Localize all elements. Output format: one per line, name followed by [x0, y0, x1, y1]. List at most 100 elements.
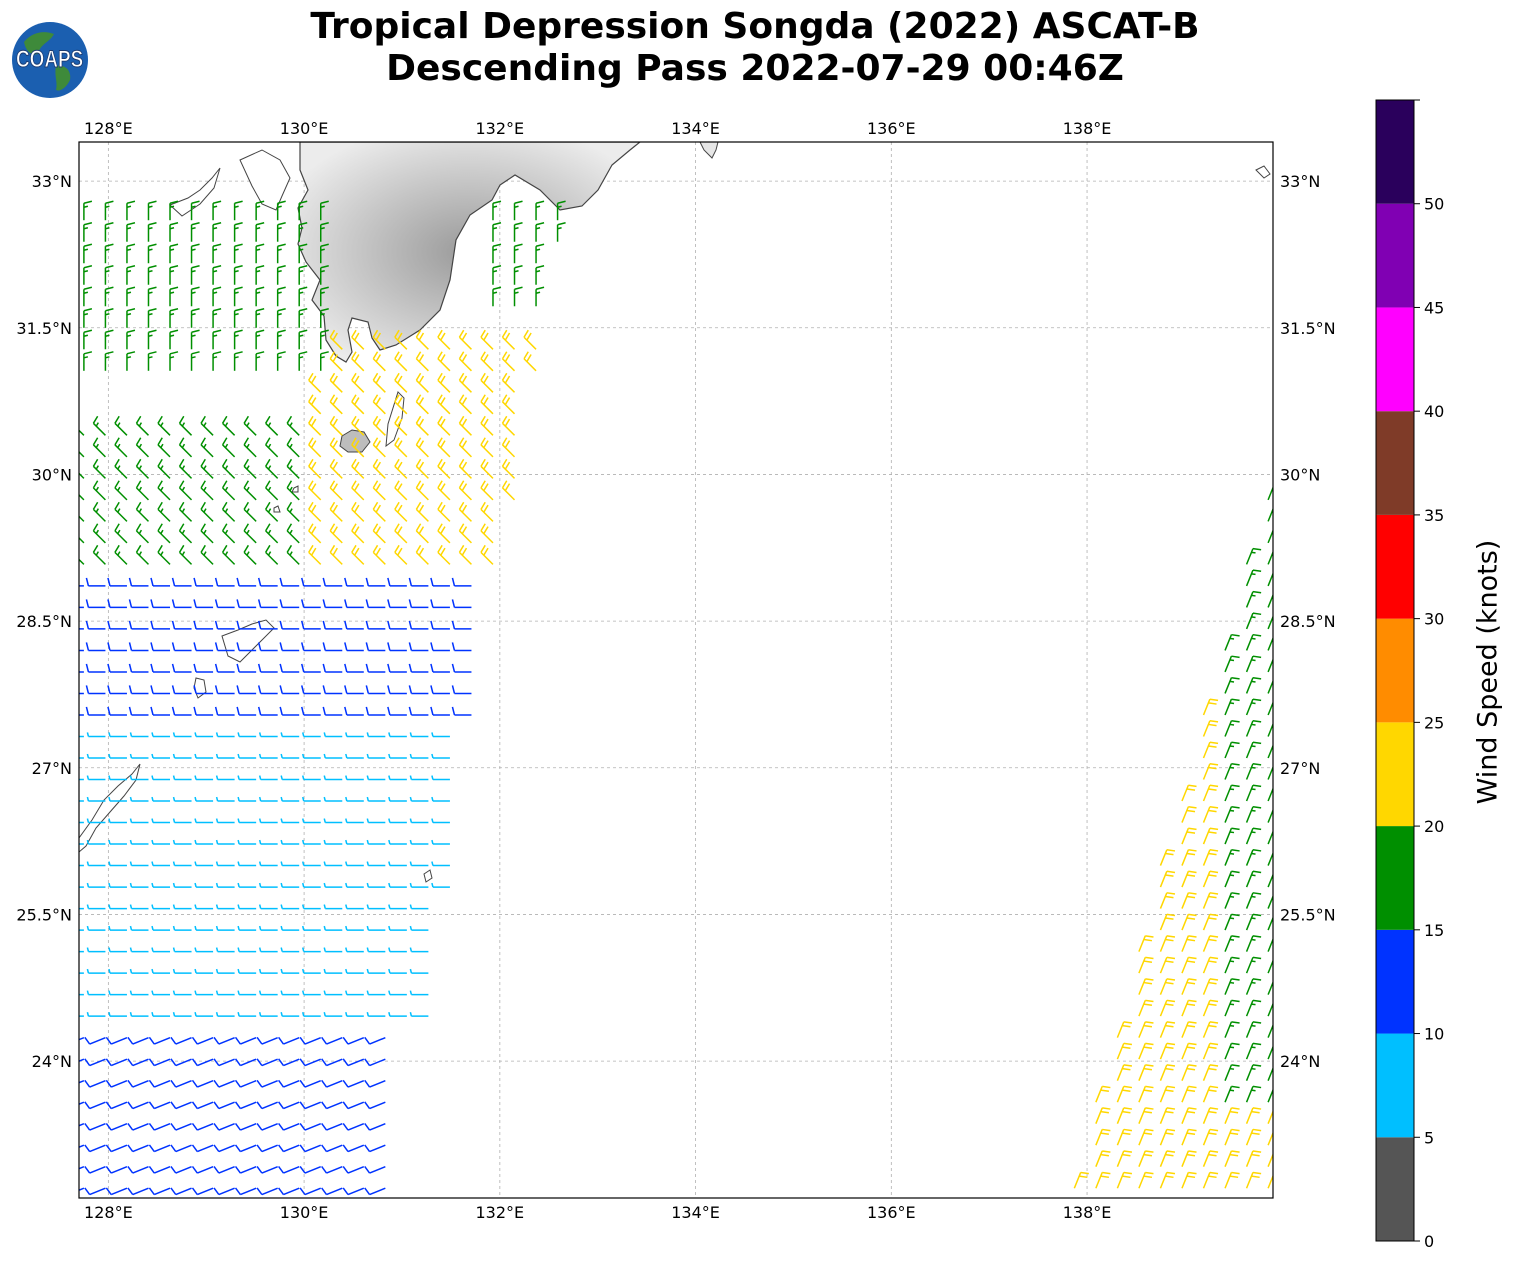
wind-barb — [215, 1011, 235, 1017]
wind-barb — [365, 685, 386, 695]
wind-barb — [408, 706, 429, 716]
wind-barb — [172, 775, 192, 781]
lat-label-left: 28.5°N — [16, 612, 72, 631]
wind-barb — [150, 642, 171, 652]
wind-barb — [213, 1122, 235, 1131]
wind-barb — [1267, 786, 1273, 802]
wind-barb — [1224, 1107, 1240, 1124]
wind-barb — [128, 642, 149, 652]
wind-barb — [1245, 655, 1262, 673]
wind-barb — [129, 796, 149, 802]
wind-barb — [301, 706, 321, 716]
wind-barb — [451, 620, 472, 630]
wind-barb — [1245, 870, 1262, 888]
wind-barb — [86, 925, 106, 931]
wind-barb — [148, 1101, 171, 1110]
wind-barb — [107, 620, 127, 630]
colorbar-tick-label: 45 — [1424, 298, 1444, 317]
wind-barb — [194, 904, 214, 910]
wind-barb — [212, 243, 222, 264]
wind-barb — [212, 222, 222, 242]
wind-barb — [213, 1187, 235, 1196]
wind-barb — [79, 735, 84, 738]
wind-barb — [1267, 894, 1273, 909]
wind-barb — [1202, 1064, 1219, 1081]
wind-barb — [351, 415, 365, 436]
wind-barb — [308, 415, 322, 436]
wind-barb — [83, 308, 93, 328]
wind-barb — [1095, 1085, 1111, 1103]
wind-barb — [329, 394, 343, 415]
wind-barb — [178, 523, 193, 544]
wind-barb — [237, 732, 257, 738]
wind-barb — [234, 1079, 257, 1088]
wind-barb — [1245, 956, 1262, 974]
wind-barb — [342, 1079, 365, 1088]
wind-barb — [127, 1036, 149, 1045]
wind-barb — [234, 1101, 257, 1110]
lon-label-bottom: 130°E — [280, 1203, 329, 1222]
wind-barb — [1116, 1107, 1133, 1124]
wind-barb — [236, 642, 257, 652]
lon-label-top: 134°E — [671, 119, 720, 138]
wind-barb — [279, 620, 300, 630]
wind-barb — [1267, 958, 1273, 974]
wind-barb — [236, 706, 257, 716]
wind-barb — [388, 818, 407, 824]
wind-barb — [172, 818, 192, 824]
wind-barb — [86, 947, 106, 953]
wind-barb — [84, 1187, 106, 1196]
wind-barb — [279, 663, 300, 673]
wind-barb — [147, 265, 157, 285]
wind-barb — [451, 577, 472, 587]
wind-barb — [1267, 1152, 1273, 1167]
wind-barb — [79, 929, 84, 931]
wind-barb — [129, 947, 149, 953]
wind-barb — [79, 536, 85, 544]
wind-barb — [1202, 956, 1219, 974]
wind-barb — [280, 753, 300, 759]
wind-barb — [169, 265, 179, 285]
wind-barb — [265, 523, 279, 544]
wind-barb — [114, 415, 128, 436]
wind-barb — [127, 1187, 149, 1196]
lat-label-left: 31.5°N — [16, 319, 72, 338]
wind-barb — [172, 753, 192, 759]
wind-barb — [213, 1079, 235, 1088]
wind-barb — [323, 861, 343, 867]
wind-barb — [342, 1165, 365, 1174]
wind-barb — [409, 732, 429, 738]
wind-barb — [1245, 892, 1262, 909]
lon-label-top: 138°E — [1063, 119, 1112, 138]
wind-barb — [107, 642, 127, 652]
wind-barb — [200, 458, 214, 479]
wind-barb — [342, 1058, 365, 1067]
wind-barb — [213, 1144, 235, 1153]
wind-barb — [458, 437, 472, 458]
wind-barb — [430, 577, 450, 587]
wind-barb — [480, 458, 494, 479]
wind-barb — [221, 458, 236, 479]
wind-barb — [372, 351, 386, 372]
wind-barb — [215, 796, 235, 802]
wind-barb — [415, 458, 429, 479]
wind-barb — [1245, 1128, 1262, 1146]
wind-barb — [178, 480, 193, 501]
wind-barb — [171, 577, 192, 587]
wind-barb — [286, 458, 300, 479]
wind-barb — [257, 685, 278, 695]
wind-barb — [79, 886, 84, 888]
wind-barb — [92, 480, 106, 501]
wind-barb — [351, 437, 365, 458]
wind-barb — [83, 243, 93, 264]
wind-barb — [372, 329, 386, 350]
wind-barb — [221, 480, 236, 501]
wind-barb — [451, 706, 472, 716]
title-line-1: Tropical Depression Songda (2022) ASCAT-… — [310, 6, 1200, 47]
lat-label-right: 24°N — [1280, 1052, 1320, 1071]
wind-barb — [151, 904, 171, 910]
wind-barb — [437, 415, 451, 436]
wind-barb — [129, 732, 149, 738]
wind-barb — [157, 501, 171, 522]
wind-barb — [279, 599, 300, 609]
